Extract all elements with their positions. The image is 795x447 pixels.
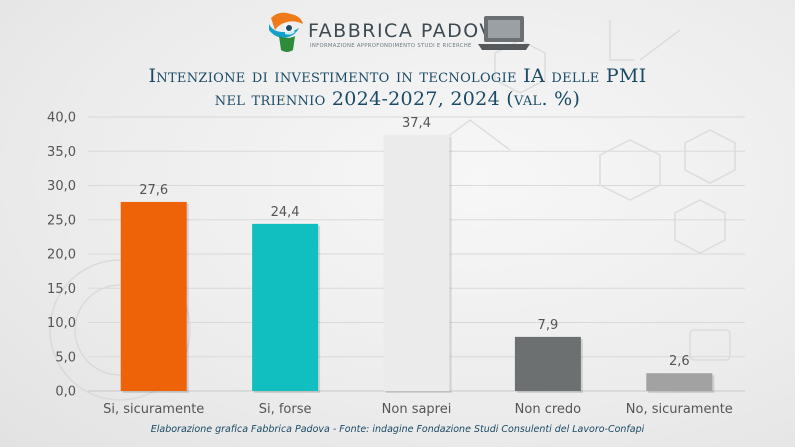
bar [514, 336, 581, 391]
laptop-icon [478, 16, 530, 50]
data-label: 27,6 [139, 183, 168, 198]
y-tick-label: 25,0 [47, 213, 76, 228]
bar [383, 134, 450, 391]
data-labels: 27,6 24,4 37,4 7,9 2,6 [139, 116, 689, 369]
data-label: 2,6 [669, 354, 690, 369]
x-category-label: Non saprei [382, 402, 452, 417]
y-axis-ticks: 0,0 5,0 10,0 15,0 20,0 25,0 30,0 35,0 40,0 [47, 111, 76, 400]
data-label: 24,4 [271, 205, 300, 220]
x-category-label: No, sicuramente [626, 402, 733, 417]
y-tick-label: 30,0 [47, 179, 76, 194]
data-label: 37,4 [402, 116, 431, 131]
x-category-label: Non credo [515, 402, 582, 417]
y-tick-label: 10,0 [47, 316, 76, 331]
bars [120, 134, 715, 393]
y-tick-label: 35,0 [47, 145, 76, 160]
chart-title-line1: Intenzione di investimento in tecnologie… [148, 65, 647, 87]
y-tick-label: 0,0 [55, 385, 76, 400]
y-tick-label: 5,0 [55, 350, 76, 365]
fabbrica-padova-logo [269, 12, 303, 52]
y-tick-label: 15,0 [47, 282, 76, 297]
brand-name: FABBRICA PADOVA [308, 20, 508, 42]
x-category-label: Si, sicuramente [103, 402, 204, 417]
brand-tagline: INFORMAZIONE APPROFONDIMENTO STUDI E RIC… [310, 43, 472, 49]
bar [646, 373, 713, 391]
x-axis-categories: Si, sicuramente Si, forse Non saprei Non cr… [103, 402, 733, 417]
y-tick-label: 40,0 [47, 111, 76, 126]
x-category-label: Si, forse [259, 402, 312, 417]
bar [120, 201, 187, 391]
source-note: Elaborazione grafica Fabbrica Padova - F… [150, 424, 645, 435]
bar [252, 223, 319, 391]
y-tick-label: 20,0 [47, 248, 76, 263]
data-label: 7,9 [538, 318, 559, 333]
chart-title-line2: nel triennio 2024-2027, 2024 (val. %) [214, 88, 581, 110]
